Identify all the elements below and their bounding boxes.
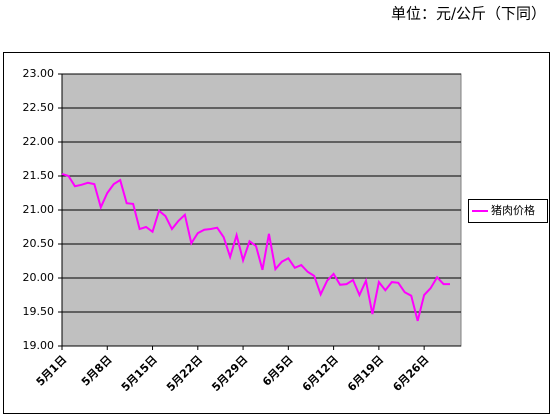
legend-label: 猪肉价格 — [491, 203, 535, 217]
y-tick-label: 23.00 — [23, 67, 55, 80]
y-tick-label: 20.50 — [23, 237, 55, 250]
y-tick-label: 20.00 — [23, 271, 55, 284]
series-line — [61, 173, 451, 322]
y-tick-label: 19.50 — [23, 305, 55, 318]
unit-note: 单位：元/公斤（下同） — [391, 5, 546, 23]
y-tick-label: 19.00 — [23, 339, 55, 352]
y-tick-label: 21.50 — [23, 169, 55, 182]
y-tick-label: 22.00 — [23, 135, 55, 148]
y-tick-label: 21.00 — [23, 203, 55, 216]
legend-box — [468, 199, 548, 223]
y-tick-label: 22.50 — [23, 101, 55, 114]
